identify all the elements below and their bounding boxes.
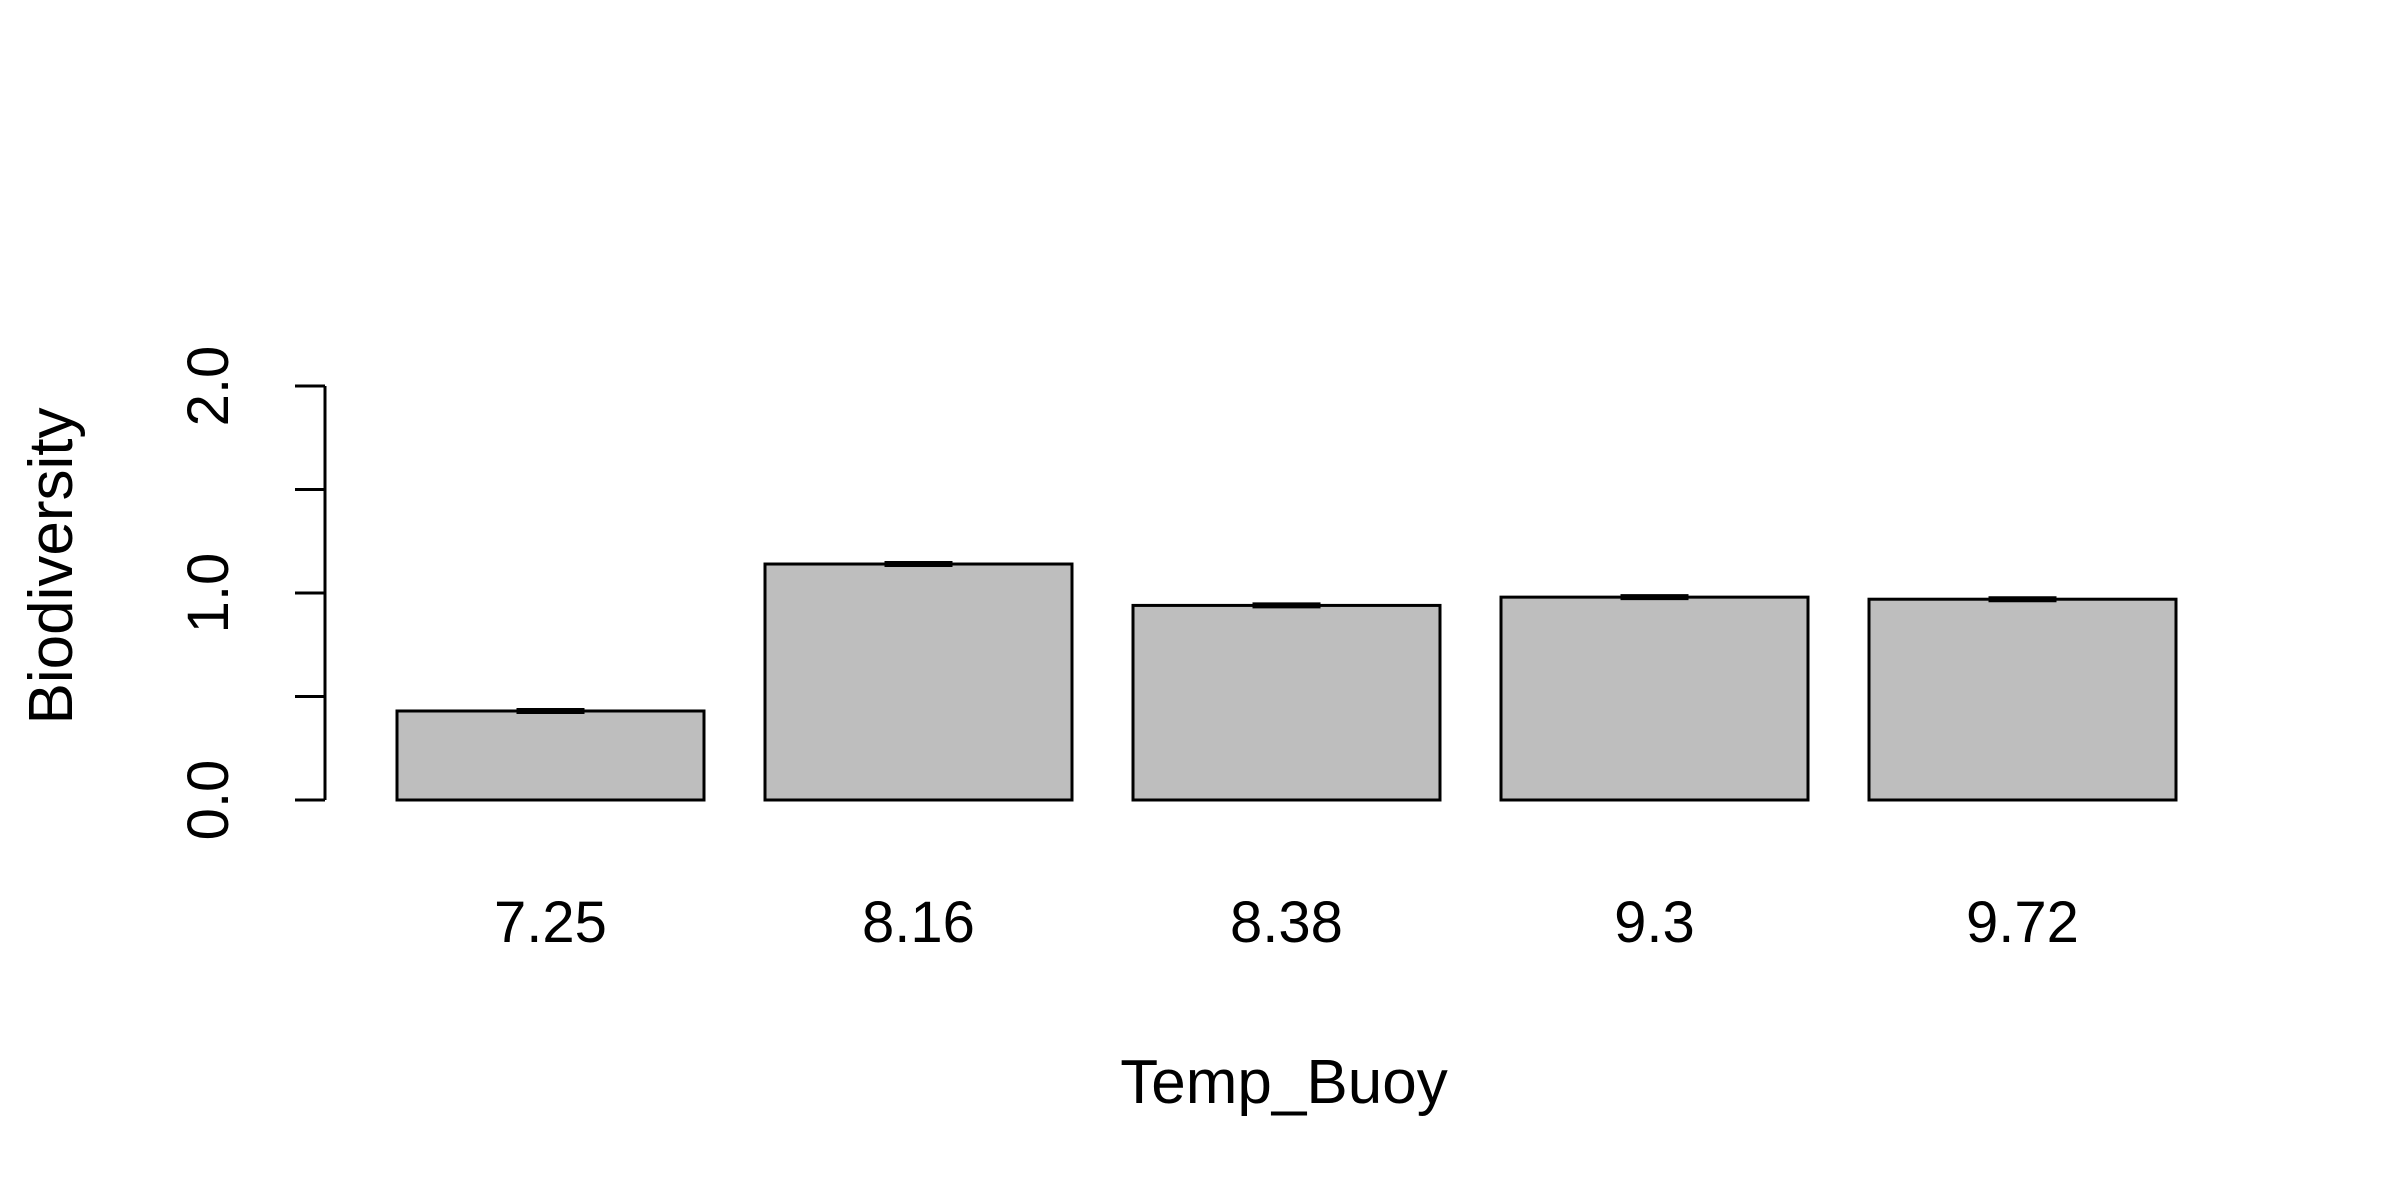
y-tick-label: 1.0 — [176, 553, 241, 634]
y-tick-label: 2.0 — [176, 346, 241, 427]
x-tick-labels: 7.25 8.16 8.38 9.3 9.72 — [494, 890, 2079, 955]
x-axis-title: Temp_Buoy — [1120, 1048, 1447, 1117]
bar — [1131, 603, 1442, 802]
bar — [763, 562, 1074, 802]
y-tick-label: 0.0 — [176, 760, 241, 841]
x-tick-label: 7.25 — [494, 890, 607, 955]
x-tick-label: 8.16 — [862, 890, 975, 955]
y-axis: 0.0 1.0 2.0 — [176, 346, 327, 841]
y-axis-title: Biodiversity — [17, 408, 86, 725]
x-tick-label: 8.38 — [1230, 890, 1343, 955]
x-tick-label: 9.72 — [1966, 890, 2079, 955]
bar — [395, 709, 706, 802]
y-ticks: 0.0 1.0 2.0 — [176, 346, 325, 841]
bar — [1499, 595, 1810, 802]
bars — [395, 561, 2178, 802]
x-tick-label: 9.3 — [1614, 890, 1695, 955]
bar — [1867, 597, 2178, 802]
